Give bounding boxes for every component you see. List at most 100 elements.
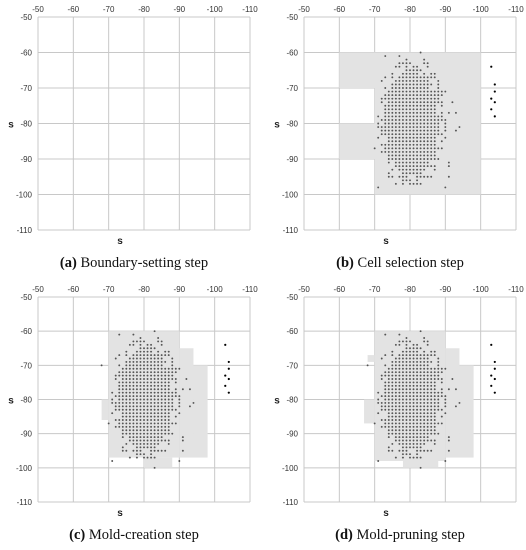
data-point — [405, 111, 408, 114]
y-tick-label: -70 — [20, 361, 32, 370]
data-point — [409, 364, 411, 367]
data-point — [405, 179, 408, 182]
data-point — [157, 425, 160, 428]
data-point — [139, 350, 142, 353]
data-point — [409, 126, 411, 128]
data-point — [423, 126, 426, 128]
outlier-point — [490, 97, 493, 100]
data-point — [416, 354, 419, 357]
data-point — [384, 143, 387, 146]
data-point — [391, 115, 394, 118]
data-point — [430, 419, 433, 421]
data-point — [430, 104, 433, 107]
data-point — [132, 340, 135, 343]
data-point — [164, 378, 167, 380]
data-point — [146, 384, 149, 387]
panel-b: -50 -60 -70 -80 -90 -100 -110-50-60-70-80-90-1… — [274, 5, 524, 247]
data-point — [167, 388, 170, 391]
data-point — [409, 69, 411, 72]
data-point — [391, 168, 394, 171]
data-point — [132, 405, 135, 408]
data-point — [398, 140, 401, 143]
data-point — [150, 364, 153, 367]
data-point — [160, 354, 163, 357]
data-point — [430, 129, 433, 132]
data-point — [416, 453, 419, 456]
data-point — [409, 87, 411, 89]
data-point — [118, 422, 121, 425]
data-point — [409, 456, 411, 459]
data-point — [132, 378, 135, 380]
data-point — [401, 158, 404, 160]
data-point — [416, 65, 419, 68]
x-axis-label: s — [117, 236, 123, 247]
data-point — [139, 449, 142, 452]
data-point — [423, 425, 426, 428]
data-point — [174, 391, 177, 394]
data-point — [416, 179, 419, 182]
data-point — [139, 371, 142, 374]
data-point — [440, 101, 443, 104]
data-point — [118, 354, 121, 357]
data-point — [401, 175, 404, 178]
data-point — [135, 357, 138, 360]
data-point — [139, 432, 142, 435]
data-point — [401, 79, 404, 82]
data-point — [391, 401, 394, 404]
data-point — [178, 460, 181, 462]
data-point — [426, 395, 429, 398]
data-point — [167, 422, 170, 425]
data-point — [394, 161, 397, 164]
data-point — [412, 182, 415, 185]
data-point — [391, 94, 394, 97]
data-point — [426, 140, 429, 143]
data-point — [384, 333, 387, 336]
data-point — [394, 90, 397, 93]
data-point — [405, 367, 408, 370]
data-point — [150, 360, 153, 363]
data-point — [150, 374, 153, 377]
data-point — [416, 408, 419, 411]
data-point — [398, 432, 401, 435]
data-point — [164, 350, 167, 353]
data-point — [146, 388, 149, 391]
data-point — [416, 115, 419, 118]
data-point — [114, 374, 117, 377]
data-point — [394, 108, 397, 111]
data-point — [164, 439, 167, 442]
y-tick-label: -90 — [20, 155, 32, 164]
outlier-point — [493, 377, 496, 381]
data-point — [419, 388, 422, 391]
data-point — [398, 354, 401, 357]
data-point — [409, 111, 411, 114]
data-point — [426, 360, 429, 363]
data-point — [387, 429, 390, 432]
data-point — [405, 439, 408, 442]
data-point — [401, 119, 404, 121]
data-point — [391, 140, 394, 143]
data-point — [433, 374, 436, 377]
data-point — [391, 412, 394, 415]
data-point — [384, 126, 387, 128]
data-point — [419, 136, 422, 139]
data-point — [157, 364, 160, 367]
data-point — [405, 391, 408, 394]
data-point — [394, 395, 397, 398]
data-point — [409, 347, 411, 350]
data-point — [118, 419, 121, 421]
data-point — [143, 453, 145, 456]
data-point — [444, 405, 447, 408]
data-point — [391, 422, 394, 425]
y-tick-label: -80 — [20, 120, 32, 129]
data-point — [157, 419, 160, 421]
data-point — [409, 122, 411, 125]
y-tick-label: -50 — [286, 13, 298, 22]
data-point — [412, 384, 415, 387]
data-point — [135, 436, 138, 439]
data-point — [405, 147, 408, 150]
data-point — [128, 425, 131, 428]
data-point — [412, 150, 415, 153]
data-point — [164, 360, 167, 363]
outlier-point — [490, 384, 493, 387]
data-point — [398, 76, 401, 79]
